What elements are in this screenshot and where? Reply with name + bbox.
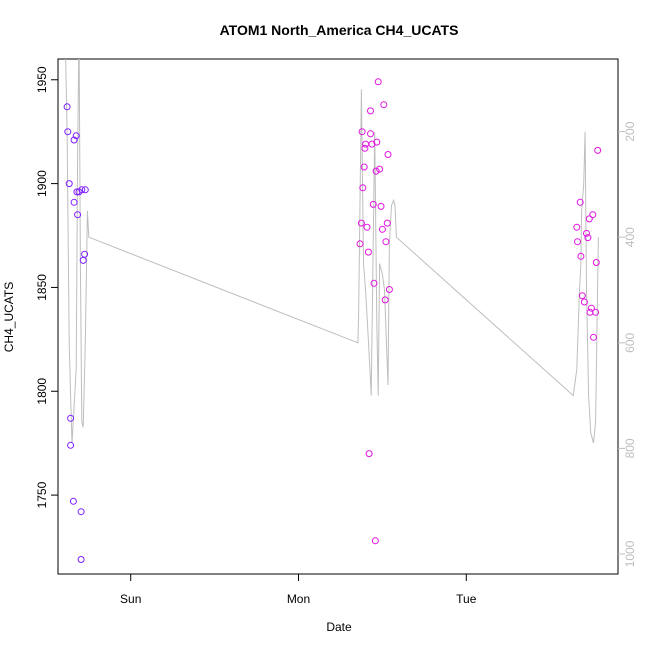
- right-tick-label: 400: [623, 227, 637, 247]
- data-point: [63, 103, 71, 111]
- x-tick-label: Sun: [120, 592, 141, 606]
- data-point: [367, 130, 374, 138]
- data-point: [372, 167, 380, 175]
- x-tick-label: Tue: [456, 592, 477, 606]
- data-point: [584, 234, 592, 242]
- data-point: [365, 450, 373, 458]
- data-point: [371, 537, 379, 545]
- right-tick-label: 800: [623, 438, 637, 458]
- data-point: [360, 163, 368, 171]
- data-point: [357, 219, 365, 227]
- y-axis-label: CH4_UCATS: [2, 282, 16, 352]
- x-axis: Sun Mon Tue: [120, 574, 477, 606]
- y-tick-label: 1750: [35, 481, 49, 508]
- data-point: [79, 256, 87, 264]
- data-point: [81, 250, 89, 258]
- data-point: [587, 304, 595, 312]
- y-tick-label: 1900: [35, 170, 49, 197]
- data-point: [64, 128, 72, 136]
- data-point: [367, 107, 374, 115]
- data-point: [576, 198, 584, 206]
- data-point: [67, 441, 75, 449]
- data-point: [364, 248, 372, 256]
- data-point: [70, 136, 78, 144]
- data-point: [67, 414, 75, 422]
- data-point: [574, 238, 581, 246]
- right-tick-label: 1000: [623, 540, 637, 567]
- data-point: [358, 128, 366, 136]
- data-point: [585, 215, 593, 223]
- data-point: [580, 298, 588, 306]
- data-point: [594, 146, 602, 154]
- data-point: [589, 211, 597, 219]
- data-point: [382, 238, 390, 246]
- data-point: [373, 138, 381, 146]
- data-point: [81, 186, 89, 194]
- y-tick-label: 1850: [35, 274, 49, 301]
- y-axis: 1750 1800 1850 1900 1950: [35, 66, 58, 508]
- data-point: [384, 151, 392, 158]
- y-tick-label: 1800: [35, 378, 49, 405]
- right-tick-label: 600: [623, 332, 637, 352]
- data-point: [383, 219, 391, 227]
- secondary-y-axis: 200 400 600 800 1000: [618, 121, 637, 567]
- data-point: [378, 225, 386, 233]
- data-point: [72, 132, 80, 140]
- chart-title: ATOM1 North_America CH4_UCATS: [220, 22, 459, 38]
- data-point: [590, 333, 597, 341]
- data-point: [592, 259, 600, 266]
- x-tick-label: Mon: [287, 592, 310, 606]
- data-point: [362, 140, 370, 148]
- data-point: [578, 292, 586, 300]
- data-point: [77, 508, 85, 516]
- right-tick-label: 200: [623, 121, 637, 141]
- plot-area: [63, 59, 602, 563]
- data-point: [577, 252, 585, 260]
- data-point: [70, 198, 78, 206]
- data-point: [78, 186, 86, 194]
- data-point: [363, 223, 371, 231]
- plot-box: [57, 58, 619, 575]
- data-point: [592, 308, 600, 316]
- data-point: [69, 497, 77, 505]
- x-axis-label: Date: [326, 620, 352, 634]
- data-point: [573, 223, 581, 231]
- data-point: [356, 240, 364, 248]
- data-point: [361, 144, 369, 152]
- data-point: [359, 184, 367, 192]
- data-point: [583, 229, 590, 237]
- data-point: [369, 200, 377, 208]
- data-point: [380, 101, 388, 109]
- data-point: [381, 296, 389, 304]
- data-point: [374, 78, 382, 86]
- altitude-trace-line: [65, 59, 599, 444]
- data-point: [65, 180, 73, 188]
- data-point: [77, 556, 85, 563]
- data-point: [74, 211, 82, 219]
- data-point: [370, 279, 378, 287]
- y-tick-label: 1950: [35, 66, 49, 93]
- data-point: [385, 286, 393, 293]
- data-point: [376, 165, 384, 173]
- data-point: [377, 202, 385, 210]
